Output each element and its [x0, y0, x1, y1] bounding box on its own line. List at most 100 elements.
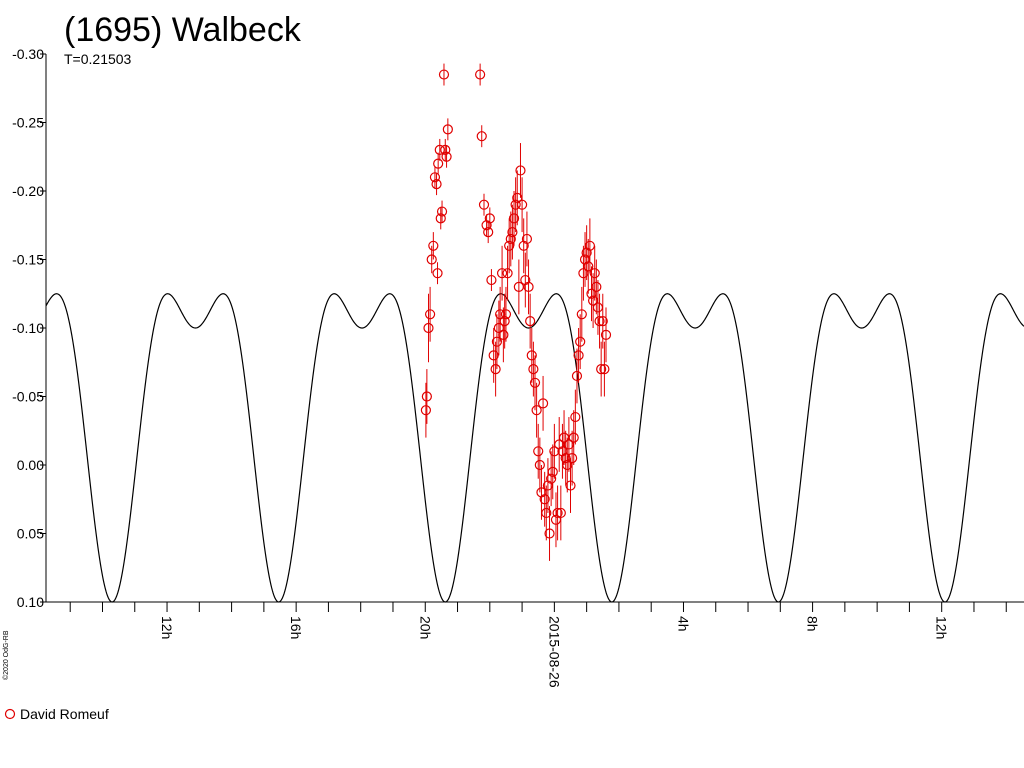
- data-point: [600, 329, 612, 340]
- data-point: [515, 165, 526, 176]
- data-point: [539, 494, 550, 505]
- x-tick-label: 20h: [417, 616, 433, 639]
- data-point: [534, 459, 545, 471]
- data-point: [429, 172, 441, 183]
- data-point: [570, 411, 581, 423]
- model-lightcurve: [45, 293, 1024, 603]
- data-point: [576, 309, 587, 320]
- data-point: [434, 144, 445, 155]
- x-tick-label: 16h: [288, 616, 304, 639]
- data-point: [505, 233, 516, 245]
- data-point: [424, 309, 436, 320]
- data-point: [488, 350, 499, 361]
- y-tick-label: -0.10: [12, 320, 44, 336]
- data-point: [513, 281, 524, 292]
- data-point: [502, 268, 513, 279]
- data-point: [544, 528, 555, 539]
- data-point: [436, 206, 448, 217]
- data-point: [565, 480, 576, 491]
- data-point: [491, 336, 503, 347]
- data-point: [508, 213, 520, 224]
- data-point: [433, 158, 444, 169]
- x-tick-label: 8h: [805, 616, 821, 632]
- x-tick-label: 4h: [675, 616, 691, 632]
- x-tick-label: 12h: [159, 616, 175, 639]
- data-point: [440, 144, 451, 155]
- data-point: [486, 274, 497, 286]
- data-point: [484, 213, 495, 224]
- data-point: [475, 69, 486, 80]
- data-point: [510, 199, 521, 210]
- data-point: [490, 364, 501, 375]
- data-point: [435, 213, 446, 224]
- data-point: [599, 364, 610, 375]
- chart-title: (1695) Walbeck: [64, 11, 302, 49]
- data-point: [531, 405, 542, 416]
- legend-label: David Romeuf: [20, 706, 109, 722]
- data-point: [526, 350, 537, 361]
- data-point: [571, 370, 583, 382]
- data-point: [555, 507, 566, 519]
- data-point: [591, 281, 602, 292]
- data-point: [426, 254, 437, 265]
- data-point: [594, 316, 605, 327]
- data-point: [438, 69, 450, 80]
- data-point: [442, 124, 453, 135]
- data-point: [541, 507, 552, 519]
- y-tick-label: -0.25: [12, 115, 44, 131]
- y-tick-label: 0.00: [17, 457, 44, 473]
- data-point: [518, 240, 529, 251]
- x-axis-ticks: 12h 16h 20h 2015-08-26 4h 8h 12h: [69, 602, 1007, 688]
- data-point: [523, 281, 534, 292]
- data-point: [481, 220, 492, 231]
- data-point: [483, 227, 494, 238]
- data-point: [516, 199, 528, 210]
- data-point: [546, 473, 557, 484]
- data-point: [432, 268, 443, 279]
- data-point: [428, 240, 439, 251]
- data-point: [581, 247, 592, 258]
- data-point: [423, 322, 434, 334]
- y-tick-label: 0.10: [17, 594, 44, 610]
- y-tick-label: -0.30: [12, 46, 44, 62]
- observation-points: [420, 63, 612, 561]
- data-point: [547, 466, 558, 477]
- data-point: [567, 453, 578, 464]
- legend-marker-icon: [4, 708, 16, 720]
- data-point: [476, 131, 487, 142]
- data-point: [507, 227, 518, 238]
- y-tick-label: -0.05: [12, 389, 44, 405]
- data-point: [575, 336, 586, 347]
- data-point: [420, 405, 432, 416]
- data-point: [499, 316, 510, 327]
- data-point: [496, 268, 508, 279]
- y-tick-label: -0.15: [12, 252, 44, 268]
- x-tick-label: 2015-08-26: [546, 616, 562, 688]
- data-point: [421, 391, 432, 402]
- data-point: [583, 261, 594, 272]
- data-point: [596, 364, 607, 375]
- y-axis-ticks: -0.30 -0.25 -0.20 -0.15 -0.10 -0.05 0.00 0.05 0.…: [12, 46, 46, 610]
- data-point: [597, 316, 608, 327]
- data-point: [537, 398, 549, 409]
- data-point: [478, 199, 490, 210]
- data-point: [528, 364, 539, 375]
- legend: David Romeuf: [4, 706, 109, 722]
- data-point: [529, 377, 541, 388]
- data-point: [498, 329, 509, 340]
- data-point: [441, 151, 452, 162]
- data-point: [568, 432, 579, 443]
- x-tick-label: 12h: [934, 616, 950, 639]
- data-point: [521, 233, 533, 245]
- data-point: [552, 507, 563, 519]
- data-point: [525, 316, 536, 327]
- data-point: [589, 268, 600, 279]
- data-point: [533, 446, 544, 457]
- y-tick-label: 0.05: [17, 526, 44, 542]
- y-tick-label: -0.20: [12, 183, 44, 199]
- chart-subtitle: T=0.21503: [64, 51, 132, 67]
- copyright-note: ©2020 OdG-RB: [2, 630, 10, 680]
- data-point: [520, 274, 531, 286]
- data-point: [431, 179, 442, 190]
